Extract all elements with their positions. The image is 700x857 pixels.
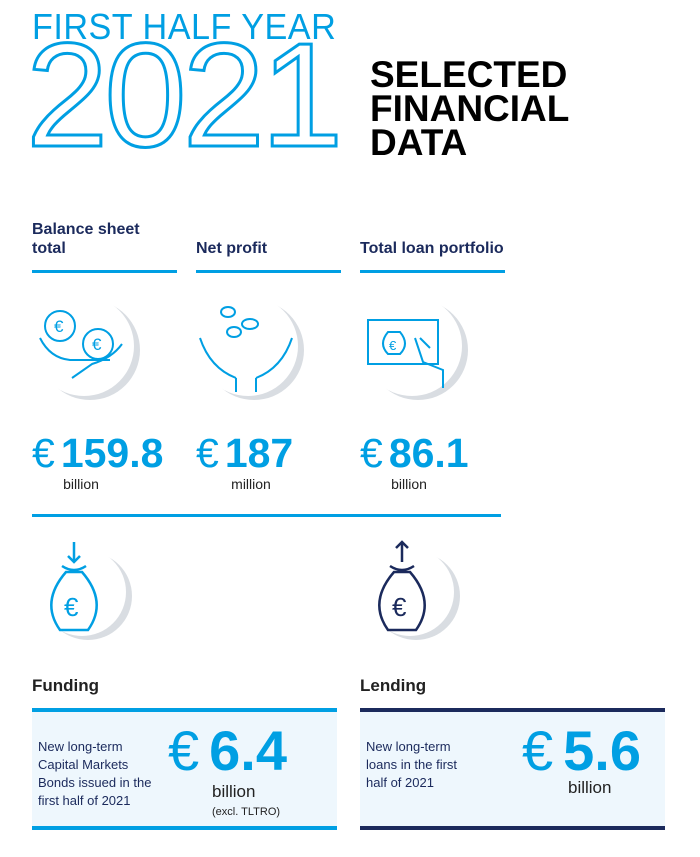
funding-value: €6.4 <box>168 718 287 783</box>
svg-text:€: € <box>392 592 407 622</box>
metric-label: Net profit <box>196 240 268 257</box>
year-outline: 2021 <box>24 13 344 178</box>
svg-text:€: € <box>64 592 79 622</box>
value: 86.1 <box>388 430 469 476</box>
metric-unit: million <box>231 476 271 492</box>
currency: € <box>522 719 554 782</box>
currency: € <box>360 430 383 476</box>
lending-title: Lending <box>360 676 427 695</box>
metric-value: €159.8 <box>32 430 163 477</box>
metric-unit: billion <box>391 476 427 492</box>
funding-note: (excl. TLTRO) <box>212 806 281 818</box>
value: 6.4 <box>209 719 288 782</box>
screen-tap-money-bag-icon: € <box>362 298 468 400</box>
value: 159.8 <box>60 430 164 476</box>
lending-unit: billion <box>568 778 612 797</box>
metric-value: €86.1 <box>360 430 469 477</box>
title-line: SELECTED <box>370 54 568 95</box>
currency: € <box>196 430 219 476</box>
svg-text:€: € <box>54 317 64 336</box>
supertitle: FIRST HALF YEAR <box>32 6 337 47</box>
lending-description: New long-term loans in the first half of… <box>366 739 458 790</box>
money-bag-arrow-down-icon: € <box>38 542 132 640</box>
funding-unit: billion <box>212 782 256 801</box>
divider <box>32 514 501 517</box>
metric-value: €187 <box>196 430 293 477</box>
lending-box: New long-term loans in the first half of… <box>360 708 665 830</box>
divider <box>360 270 505 273</box>
value: 5.6 <box>563 719 642 782</box>
divider <box>32 270 177 273</box>
currency: € <box>168 719 200 782</box>
metric-unit: billion <box>63 476 99 492</box>
divider <box>196 270 341 273</box>
metric-balance-sheet: Balance sheet total <box>32 218 177 273</box>
metric-net-profit: Net profit <box>196 218 341 273</box>
svg-text:€: € <box>92 335 102 354</box>
value: 187 <box>224 430 294 476</box>
funding-box: New long-term Capital Markets Bonds issu… <box>32 708 337 830</box>
metric-label: Total loan portfolio <box>360 240 504 257</box>
lending-value: €5.6 <box>522 718 641 783</box>
money-bag-arrow-up-icon: € <box>366 540 460 640</box>
title-line: DATA <box>370 122 468 163</box>
coins-falling-hands-icon <box>198 298 304 400</box>
currency: € <box>32 430 55 476</box>
metric-label: Balance sheet total <box>32 221 140 257</box>
funding-description: New long-term Capital Markets Bonds issu… <box>38 739 152 808</box>
funding-title: Funding <box>32 676 100 695</box>
title-line: FINANCIAL <box>370 88 570 129</box>
page-title: SELECTED FINANCIAL DATA <box>370 54 570 163</box>
svg-text:€: € <box>389 338 397 353</box>
euro-coins-hands-icon: €€ <box>34 298 140 400</box>
metric-loan-portfolio: Total loan portfolio <box>360 218 505 273</box>
